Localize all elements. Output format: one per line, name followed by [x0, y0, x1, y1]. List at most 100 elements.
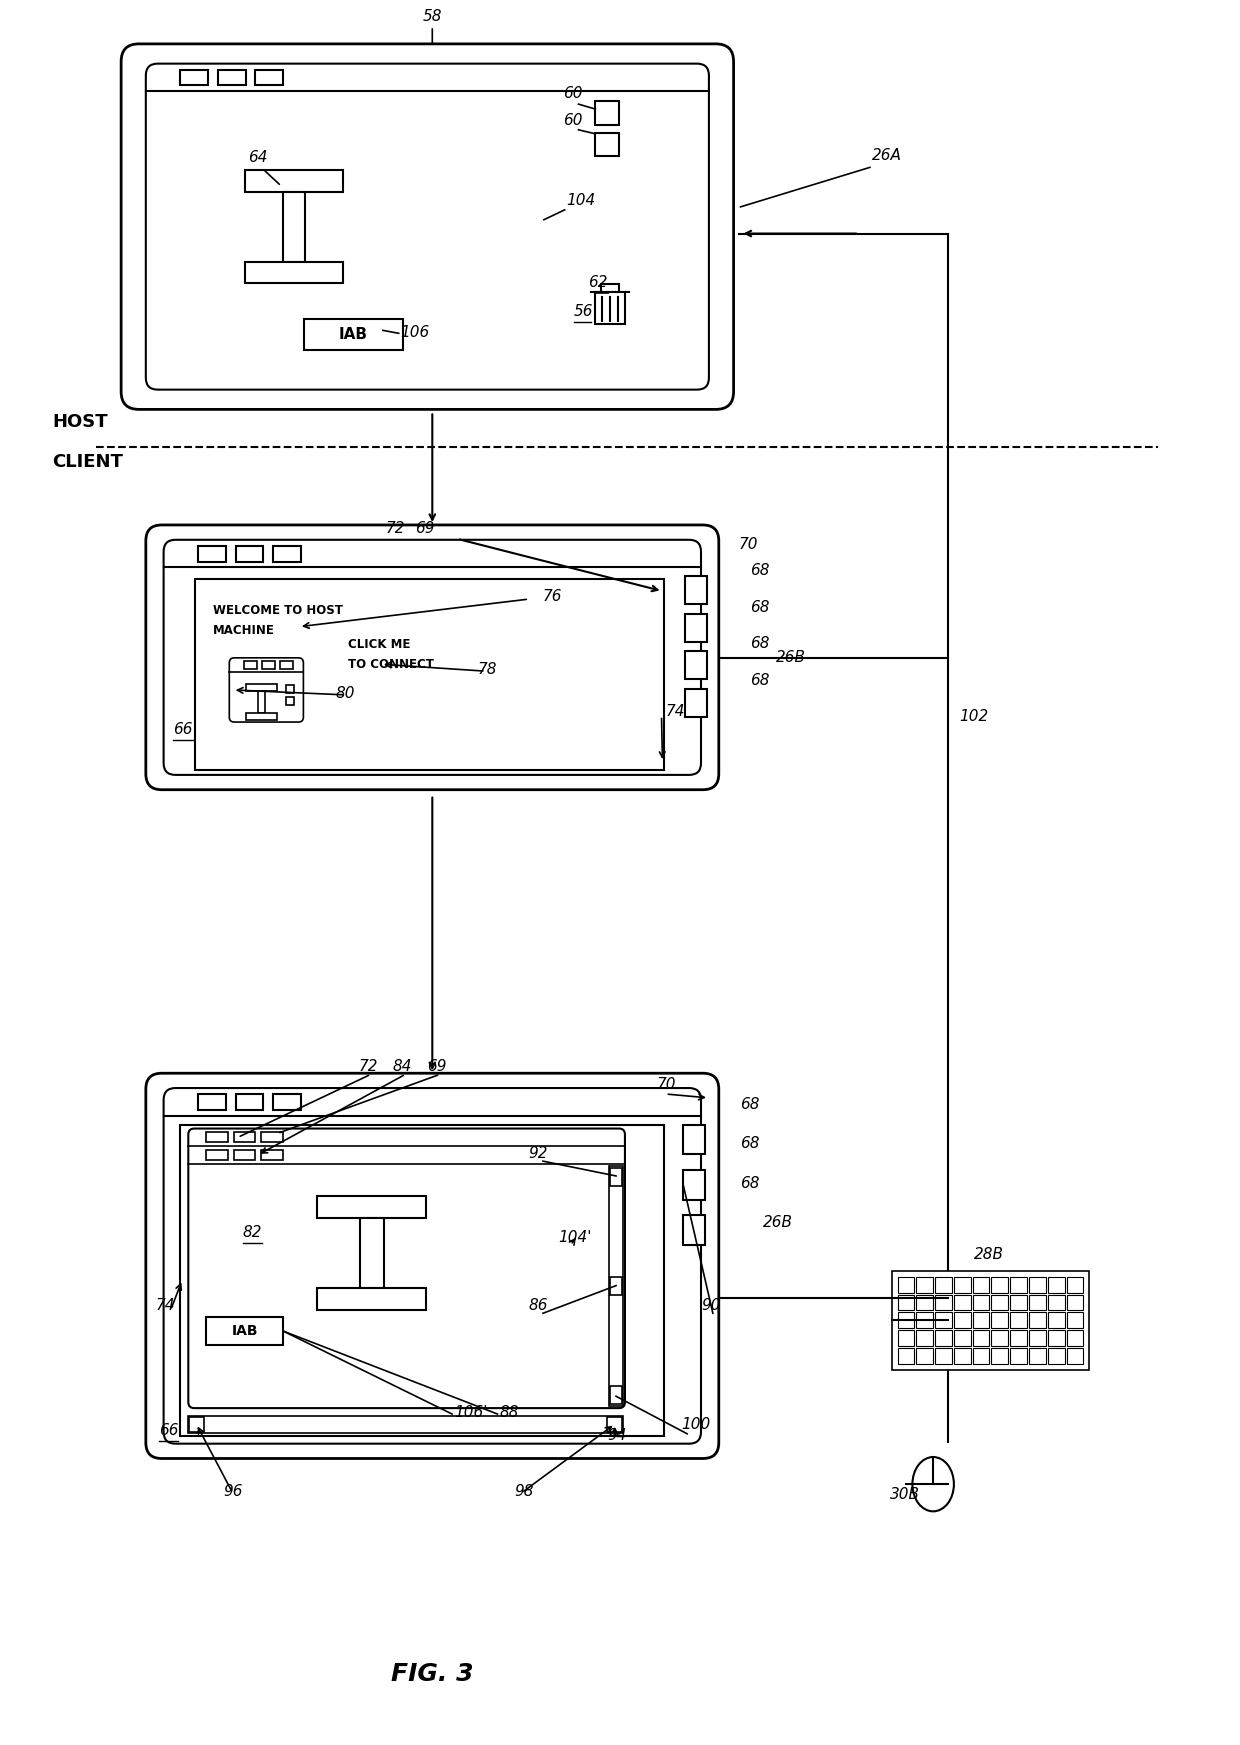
Text: 60: 60: [563, 113, 583, 127]
Bar: [206, 1133, 228, 1143]
Text: WELCOME TO HOST: WELCOME TO HOST: [213, 604, 343, 618]
Bar: [898, 1312, 914, 1328]
Text: MACHINE: MACHINE: [213, 623, 275, 637]
Bar: [898, 1295, 914, 1310]
Bar: [954, 1295, 971, 1310]
Bar: [1029, 1347, 1045, 1363]
Bar: [195, 579, 665, 770]
Text: 68: 68: [740, 1176, 760, 1190]
Bar: [246, 712, 278, 719]
Bar: [916, 1330, 934, 1345]
Bar: [935, 1312, 952, 1328]
Bar: [1011, 1277, 1027, 1293]
Text: 98: 98: [515, 1483, 533, 1499]
Bar: [610, 1386, 622, 1405]
Bar: [236, 1094, 263, 1110]
Bar: [898, 1277, 914, 1293]
Bar: [283, 192, 305, 262]
Bar: [317, 1197, 427, 1218]
Bar: [992, 1347, 1008, 1363]
Text: 74: 74: [666, 703, 684, 719]
Bar: [683, 1216, 706, 1246]
Text: 68: 68: [750, 637, 770, 651]
Bar: [610, 1277, 622, 1295]
Bar: [1066, 1330, 1084, 1345]
Text: 70: 70: [656, 1077, 676, 1092]
Bar: [935, 1295, 952, 1310]
Bar: [972, 1277, 990, 1293]
Bar: [992, 1330, 1008, 1345]
FancyBboxPatch shape: [122, 44, 734, 410]
Text: 88: 88: [500, 1405, 520, 1420]
Text: 84: 84: [393, 1059, 412, 1075]
FancyBboxPatch shape: [164, 1089, 701, 1443]
Text: IAB: IAB: [339, 326, 368, 342]
Text: 68: 68: [750, 674, 770, 688]
Text: 70: 70: [739, 537, 758, 551]
Text: 100: 100: [681, 1417, 711, 1433]
Bar: [1011, 1295, 1027, 1310]
FancyBboxPatch shape: [146, 1073, 719, 1459]
Bar: [1066, 1295, 1084, 1310]
Bar: [262, 661, 275, 668]
Bar: [1029, 1312, 1045, 1328]
Text: 106: 106: [401, 325, 430, 340]
Text: 60: 60: [563, 86, 583, 101]
Bar: [1066, 1312, 1084, 1328]
Text: 64: 64: [248, 150, 267, 166]
Bar: [916, 1295, 934, 1310]
Bar: [206, 1150, 228, 1160]
Text: CLIENT: CLIENT: [52, 452, 123, 471]
Bar: [1011, 1347, 1027, 1363]
Text: 69: 69: [415, 520, 435, 536]
Bar: [262, 1133, 283, 1143]
Text: 86: 86: [528, 1298, 548, 1314]
Bar: [992, 1295, 1008, 1310]
Bar: [898, 1330, 914, 1345]
Bar: [595, 133, 619, 157]
Bar: [935, 1277, 952, 1293]
Text: 90: 90: [701, 1298, 720, 1314]
Bar: [180, 1124, 665, 1436]
Text: 68: 68: [750, 564, 770, 578]
Bar: [916, 1312, 934, 1328]
Bar: [1066, 1277, 1084, 1293]
Text: HOST: HOST: [52, 414, 108, 431]
Text: 104: 104: [567, 194, 596, 208]
FancyBboxPatch shape: [146, 63, 709, 389]
Bar: [304, 319, 403, 351]
Text: 102: 102: [959, 708, 988, 724]
Text: 26B: 26B: [776, 651, 806, 665]
Bar: [1011, 1330, 1027, 1345]
Bar: [236, 546, 263, 562]
Text: 69: 69: [428, 1059, 446, 1075]
Bar: [992, 1312, 1008, 1328]
Text: 28B: 28B: [973, 1248, 1003, 1262]
Text: 56: 56: [574, 304, 593, 319]
Bar: [972, 1347, 990, 1363]
Text: 96: 96: [223, 1483, 242, 1499]
Text: 66: 66: [159, 1422, 179, 1438]
Text: FIG. 3: FIG. 3: [391, 1661, 474, 1686]
Bar: [954, 1347, 971, 1363]
Bar: [954, 1312, 971, 1328]
Bar: [1029, 1295, 1045, 1310]
Bar: [1029, 1277, 1045, 1293]
Bar: [198, 546, 226, 562]
Text: 82: 82: [243, 1225, 262, 1241]
Bar: [273, 1094, 301, 1110]
Bar: [360, 1218, 383, 1288]
Bar: [972, 1330, 990, 1345]
Bar: [286, 686, 294, 693]
Bar: [595, 101, 619, 126]
Bar: [954, 1277, 971, 1293]
Bar: [244, 262, 343, 283]
Bar: [286, 696, 294, 705]
Bar: [244, 661, 257, 668]
Bar: [206, 1317, 283, 1345]
Bar: [972, 1312, 990, 1328]
Text: 66: 66: [174, 722, 193, 738]
Bar: [935, 1347, 952, 1363]
Bar: [892, 1270, 1089, 1370]
Text: 94: 94: [608, 1427, 626, 1443]
